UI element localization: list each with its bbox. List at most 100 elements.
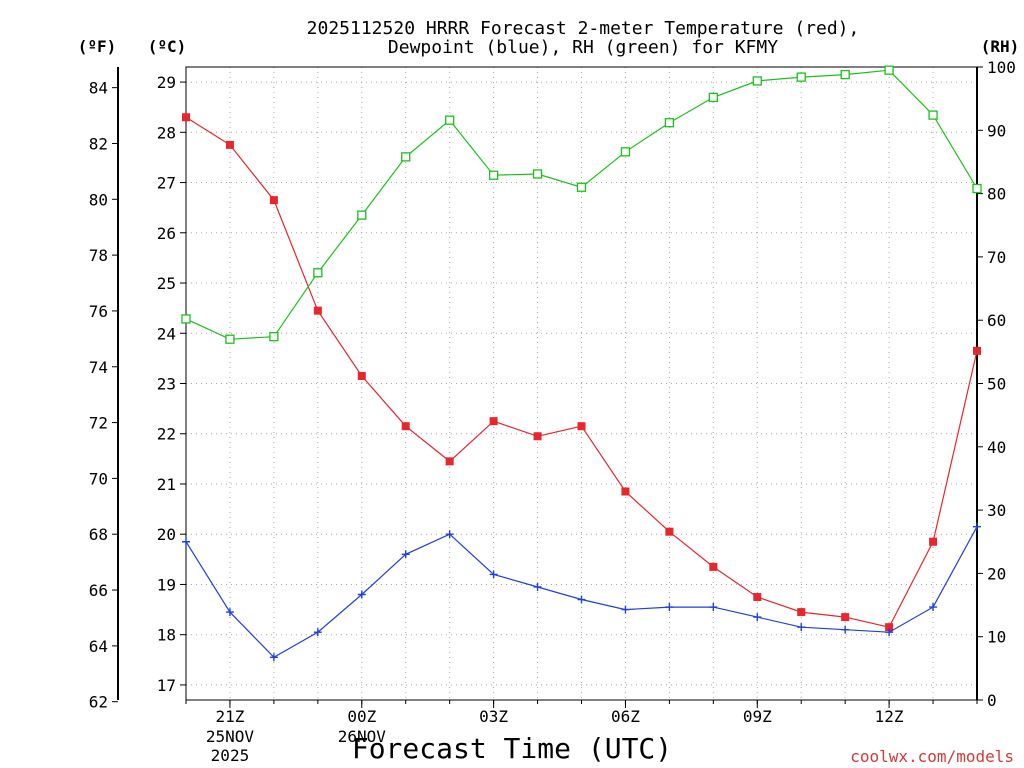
rh-point [488, 170, 499, 180]
temperature-point [973, 346, 981, 355]
temperature-point [885, 623, 894, 632]
dewpoint-point [753, 613, 762, 622]
celsius-tick-label: 25 [157, 274, 176, 293]
celsius-tick-label: 27 [157, 174, 176, 193]
celsius-tick-label: 29 [157, 73, 176, 92]
rh-tick-label: 0 [987, 691, 997, 710]
rh-tick-label: 30 [987, 501, 1006, 520]
fahrenheit-tick-label: 72 [89, 414, 108, 433]
rh-tick-label: 80 [987, 185, 1006, 204]
dewpoint-point [401, 550, 410, 559]
dewpoint-point [357, 590, 366, 599]
temperature-point [841, 613, 850, 622]
temperature-point [709, 562, 718, 571]
temperature-point [357, 371, 366, 380]
celsius-tick-label: 19 [157, 575, 176, 594]
temperature-point [797, 608, 806, 617]
fahrenheit-tick-label: 66 [89, 581, 108, 600]
dewpoint-point [665, 603, 674, 612]
dewpoint-point [621, 605, 630, 614]
celsius-unit-label: (ºC) [148, 37, 187, 56]
temperature-point [182, 113, 190, 122]
dewpoint-point [797, 623, 806, 632]
rh-point [313, 268, 323, 278]
dewpoint-point [489, 570, 498, 579]
x-date-label: 2025 [211, 746, 250, 765]
celsius-tick-label: 21 [157, 475, 176, 494]
chart-title-line-1: 2025112520 HRRR Forecast 2-meter Tempera… [307, 18, 860, 39]
dewpoint-point [445, 530, 454, 539]
celsius-tick-label: 22 [157, 425, 176, 444]
rh-tick-label: 60 [987, 311, 1006, 330]
rh-tick-label: 10 [987, 628, 1006, 647]
celsius-tick-label: 28 [157, 123, 176, 142]
dewpoint-point [929, 603, 938, 612]
dewpoint-point [973, 522, 981, 531]
fahrenheit-tick-label: 70 [89, 469, 108, 488]
rh-tick-label: 20 [987, 564, 1006, 583]
x-tick-label: 06Z [611, 707, 640, 726]
celsius-tick-label: 20 [157, 525, 176, 544]
chart-title: 2025112520 HRRR Forecast 2-meter Tempera… [307, 18, 860, 58]
fahrenheit-tick-label: 80 [89, 190, 108, 209]
temperature-point [225, 140, 234, 149]
dewpoint-point [269, 653, 278, 662]
dewpoint-point [225, 608, 234, 617]
x-tick-label: 00Z [347, 707, 376, 726]
fahrenheit-tick-label: 74 [89, 358, 108, 377]
fahrenheit-unit-label: (ºF) [78, 37, 117, 56]
temperature-point [401, 422, 410, 431]
rh-tick-label: 40 [987, 438, 1006, 457]
fahrenheit-tick-label: 64 [89, 637, 108, 656]
rh-point [620, 147, 631, 157]
fahrenheit-tick-label: 68 [89, 525, 108, 544]
celsius-tick-label: 18 [157, 626, 176, 645]
celsius-tick-label: 17 [157, 676, 176, 695]
dewpoint-point [533, 582, 542, 591]
rh-tick-label: 50 [987, 375, 1006, 394]
temperature-point [577, 422, 586, 431]
rh-unit-label: (RH) [981, 37, 1020, 56]
rh-point [884, 65, 894, 75]
rh-point [225, 334, 235, 344]
fahrenheit-tick-label: 84 [89, 79, 108, 98]
fahrenheit-tick-label: 78 [89, 246, 108, 265]
dewpoint-point [313, 628, 322, 637]
dewpoint-point [885, 628, 894, 637]
credit-label: coolwx.com/models [850, 747, 1014, 766]
rh-point [181, 314, 191, 324]
rh-point [401, 152, 411, 162]
x-tick-label: 09Z [743, 707, 772, 726]
rh-point [796, 72, 806, 82]
fahrenheit-tick-label: 62 [89, 693, 108, 712]
x-date-label: 26NOV [338, 727, 387, 746]
rh-tick-label: 70 [987, 248, 1006, 267]
temperature-point [269, 196, 278, 205]
temperature-point [445, 457, 454, 466]
temperature-point [621, 487, 630, 496]
fahrenheit-tick-label: 82 [89, 134, 108, 153]
rh-point [357, 210, 367, 220]
temperature-point [929, 537, 938, 546]
x-tick-label: 12Z [875, 707, 904, 726]
temperature-point [533, 432, 542, 441]
grid-layer [186, 67, 977, 700]
rh-tick-label: 100 [987, 58, 1016, 77]
series-layer [181, 65, 982, 662]
temperature-point [665, 527, 674, 536]
rh-point [972, 183, 982, 194]
x-axis-label: Forecast Time (UTC) [352, 732, 672, 765]
dewpoint-point [709, 603, 718, 612]
rh-point [664, 118, 675, 128]
temperature-point [489, 417, 498, 426]
rh-tick-label: 90 [987, 121, 1006, 140]
rh-point [840, 69, 850, 80]
dewpoint-point [841, 625, 850, 634]
chart-title-line-2: Dewpoint (blue), RH (green) for KFMY [388, 37, 778, 58]
celsius-tick-label: 26 [157, 224, 176, 243]
rh-point [752, 76, 762, 86]
dewpoint-point [182, 537, 190, 546]
rh-point [269, 332, 279, 342]
rh-point [576, 182, 587, 192]
